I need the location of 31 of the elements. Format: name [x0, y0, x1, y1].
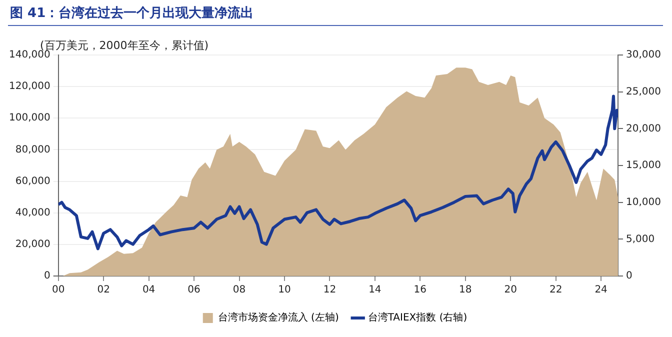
x-tick-label: 14: [368, 284, 382, 296]
x-tick-label: 18: [459, 284, 472, 296]
y2-tick-label: 5,000: [626, 234, 655, 245]
y2-tick-label: 15,000: [626, 160, 662, 172]
y-tick-label: 80,000: [15, 144, 50, 156]
x-tick-label: 10: [278, 284, 291, 296]
x-tick-label: 08: [232, 284, 246, 296]
x-tick-label: 04: [142, 284, 156, 296]
y2-tick-label: 30,000: [626, 50, 662, 61]
y-tick-label: 40,000: [15, 207, 50, 218]
x-tick-label: 16: [414, 284, 427, 296]
y-tick-label: 20,000: [15, 239, 50, 250]
y2-tick-label: 20,000: [626, 123, 662, 134]
y2-tick-label: 25,000: [626, 86, 662, 98]
x-tick-label: 02: [97, 284, 110, 296]
y2-tick-label: 0: [626, 270, 632, 282]
y-tick-label: 120,000: [8, 81, 50, 92]
x-tick-label: 06: [188, 284, 200, 296]
x-tick-label: 00: [52, 284, 65, 296]
y2-tick-label: 10,000: [626, 196, 662, 208]
y-tick-label: 60,000: [15, 176, 50, 187]
y-tick-label: 0: [44, 270, 50, 282]
x-tick-label: 24: [594, 284, 608, 296]
x-tick-label: 22: [549, 284, 562, 296]
x-tick-label: 12: [323, 284, 336, 296]
y-tick-label: 100,000: [8, 112, 50, 124]
y-tick-label: 140,000: [8, 50, 50, 61]
legend-label: 台湾市场资金净流入 (左轴): [218, 312, 339, 324]
legend-label: 台湾TAIEX指数 (右轴): [368, 312, 468, 324]
chart-title: 图 41：台湾在过去一个月出现大量净流出: [10, 4, 254, 22]
x-tick-label: 20: [504, 284, 517, 296]
